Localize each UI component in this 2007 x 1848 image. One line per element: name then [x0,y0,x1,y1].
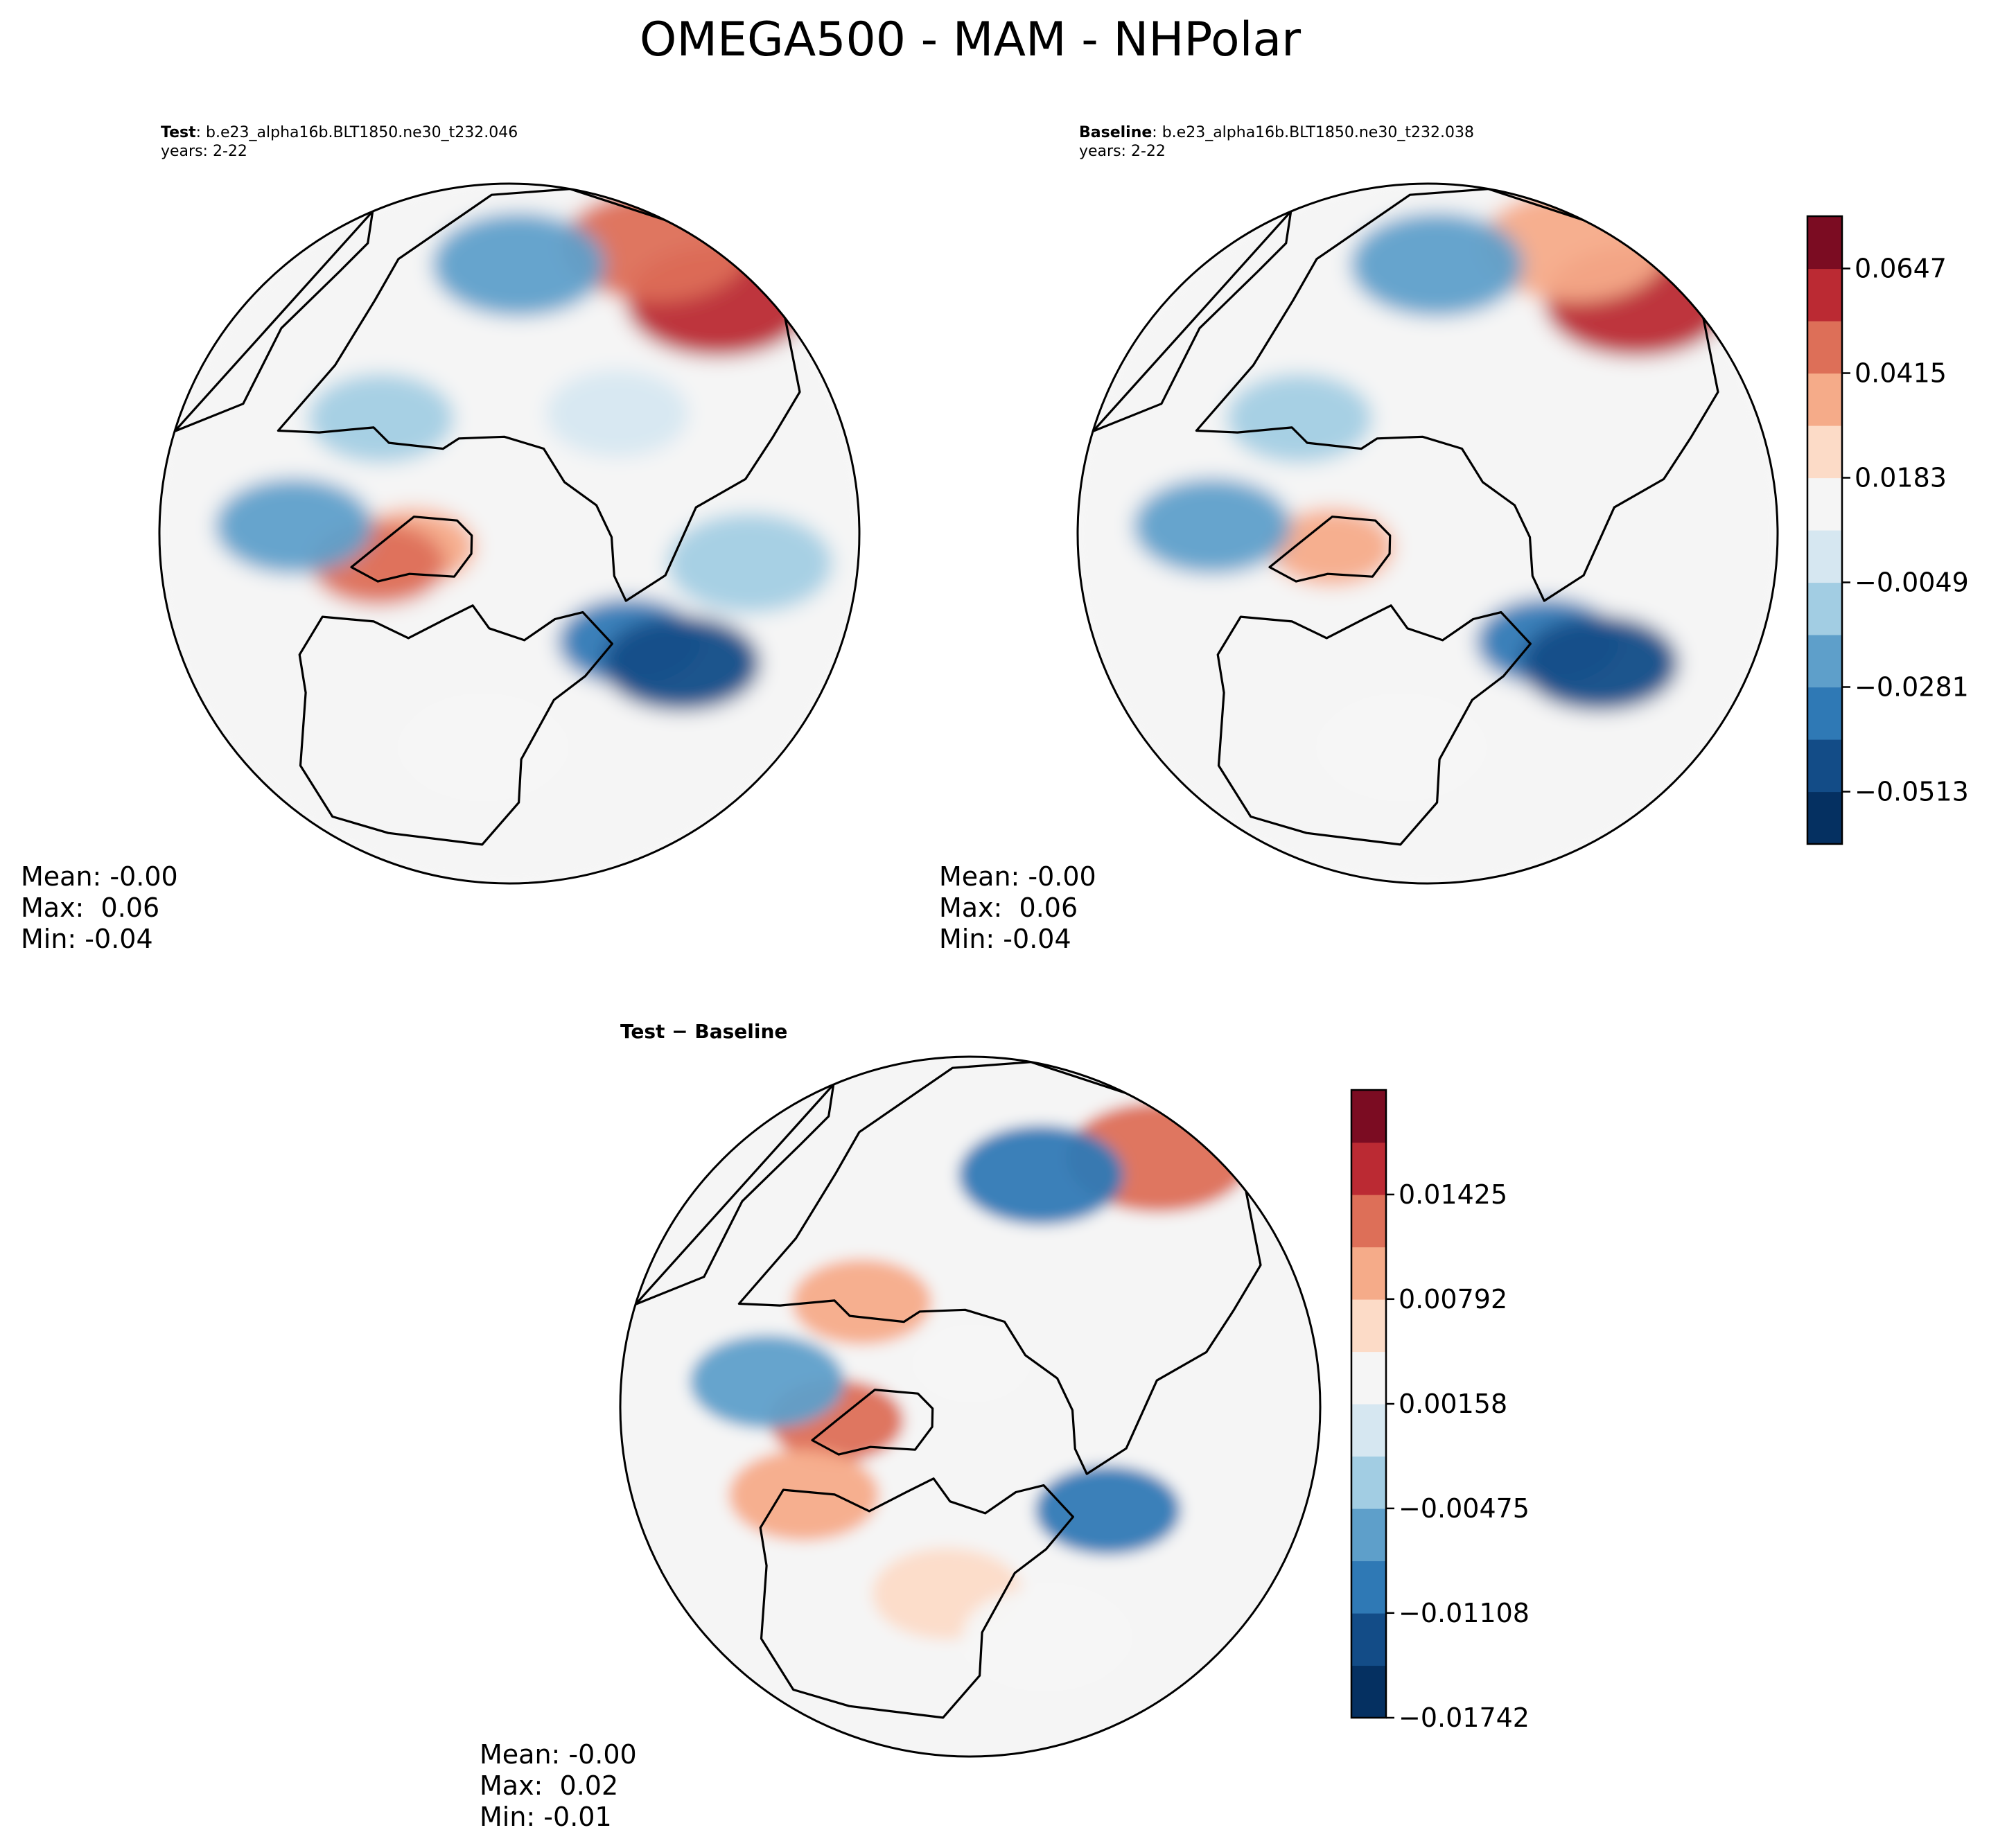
baseline-colorbar-segment [1807,635,1842,688]
baseline-field-blob [1227,373,1373,463]
baseline-stat-min: Min: -0.04 [939,924,1071,954]
test-coastline [277,188,801,602]
baseline-colorbar-segment [1807,739,1842,793]
difference-colorbar-segment [1351,1508,1386,1562]
baseline-colorbar-tick-label: 0.0415 [1855,358,1947,389]
baseline-colorbar-segment [1807,268,1842,322]
baseline-stat-max: Max: 0.06 [939,892,1078,923]
baseline-colorbar-tick-label: 0.0647 [1855,254,1947,284]
test-coastline [298,604,613,846]
difference-colorbar-segment [1351,1665,1386,1718]
difference-colorbar-segment [1351,1351,1386,1405]
baseline-colorbar-segment [1807,687,1842,740]
difference-colorbar-segment [1351,1247,1386,1300]
baseline-coastline [1268,516,1392,583]
difference-panel: Test − Baseline Mean: -0.00 Max: 0.02 Mi… [480,1020,1530,1832]
baseline-stat-mean: Mean: -0.00 [939,861,1096,892]
baseline-colorbar-segment [1807,477,1842,531]
baseline-colorbar-tick-label: −0.0513 [1855,777,1969,807]
difference-colorbar-segment [1351,1560,1386,1614]
test-field-blob [667,513,833,613]
baseline-colorbar-segment [1807,582,1842,635]
baseline-map-boundary [1076,182,1779,885]
baseline-map-field [1078,184,1778,883]
baseline-colorbar-tick-label: −0.0049 [1855,567,1969,598]
figure-title: OMEGA500 - MAM - NHPolar [640,12,1301,67]
test-field-blob [308,373,455,463]
difference-colorbar-tick-label: 0.00792 [1399,1284,1507,1314]
test-panel-subtitle: years: 2-22 [161,143,247,160]
difference-field-blob [962,1587,1128,1687]
test-field-blob [404,699,563,795]
test-field-blob [546,369,689,457]
baseline-colorbar-tick-label: −0.0281 [1855,672,1969,703]
difference-colorbar-segment [1351,1195,1386,1248]
difference-colorbar-tick-label: −0.01108 [1399,1598,1530,1628]
difference-colorbar-tick-label: −0.01742 [1399,1702,1530,1733]
difference-field-blob [791,1259,932,1345]
baseline-colorbar-segment [1807,791,1842,845]
difference-colorbar-segment [1351,1142,1386,1195]
baseline-colorbar-segment [1807,530,1842,583]
baseline-coastline [1195,188,1719,602]
baseline-field-blob [1269,508,1394,586]
difference-colorbar-segment [1351,1299,1386,1353]
baseline-colorbar: 0.0647 0.0415 0.0183 −0.0049 −0.0281 −0.0513 [1806,215,1969,845]
baseline-colorbar-segment [1807,373,1842,426]
test-title-bold: Test [161,124,196,141]
test-panel: Test: b.e23_alpha16b.BLT1850.ne30_t232.0… [21,124,861,954]
difference-colorbar-tick-label: 0.00158 [1399,1389,1507,1419]
difference-colorbar: 0.01425 0.00792 0.00158 −0.00475 −0.01108 −0.… [1350,1089,1530,1733]
baseline-colorbar-segment [1807,216,1842,270]
test-field-blob [432,212,606,317]
test-map-field [159,184,859,883]
baseline-colorbar-segment [1807,321,1842,374]
test-title-rest: : b.e23_alpha16b.BLT1850.ne30_t232.046 [196,124,518,141]
difference-map-coastlines [634,1061,1262,1719]
baseline-panel: Baseline: b.e23_alpha16b.BLT1850.ne30_t2… [939,124,1969,954]
difference-colorbar-tick-label: 0.01425 [1399,1179,1507,1210]
difference-coastline [759,1477,1074,1719]
test-coastline [350,516,473,583]
difference-coastline [737,1061,1262,1475]
difference-map-boundary [619,1055,1322,1758]
difference-field-blob [728,1449,879,1541]
difference-field-blob [958,1125,1124,1225]
difference-colorbar-segment [1351,1613,1386,1666]
difference-colorbar-segment [1351,1404,1386,1457]
difference-field-blob [1035,1466,1181,1555]
difference-coastline [811,1389,934,1456]
test-map-boundary [158,182,861,885]
baseline-title-rest: : b.e23_alpha16b.BLT1850.ne30_t232.038 [1152,124,1474,141]
baseline-field-blob [1520,615,1679,711]
difference-field-blob [917,1329,1026,1398]
test-stat-mean: Mean: -0.00 [21,861,178,892]
test-field-blob [215,478,374,574]
baseline-title-bold: Baseline [1079,124,1152,141]
baseline-colorbar-tick-label: 0.0183 [1855,463,1947,493]
difference-colorbar-segment [1351,1456,1386,1509]
difference-panel-title: Test − Baseline [620,1020,787,1043]
baseline-coastline [1216,604,1532,846]
baseline-panel-title: Baseline: b.e23_alpha16b.BLT1850.ne30_t2… [1079,124,1474,141]
baseline-field-blob [1322,699,1481,795]
difference-colorbar-segment [1351,1090,1386,1143]
difference-stat-min: Min: -0.01 [480,1802,612,1832]
test-stat-min: Min: -0.04 [21,924,153,954]
baseline-field-blob [1133,478,1292,574]
difference-stat-mean: Mean: -0.00 [480,1739,637,1770]
baseline-panel-subtitle: years: 2-22 [1079,143,1166,160]
difference-stat-max: Max: 0.02 [480,1770,618,1801]
baseline-field-blob [1350,212,1524,317]
difference-colorbar-tick-label: −0.00475 [1399,1493,1530,1524]
baseline-colorbar-segment [1807,425,1842,479]
baseline-colorbar-frame [1806,215,1843,845]
difference-map-field [620,1057,1320,1757]
difference-field-blob [690,1335,845,1429]
test-panel-title: Test: b.e23_alpha16b.BLT1850.ne30_t232.0… [161,124,518,141]
test-stat-max: Max: 0.06 [21,892,159,923]
test-field-blob [602,615,761,711]
